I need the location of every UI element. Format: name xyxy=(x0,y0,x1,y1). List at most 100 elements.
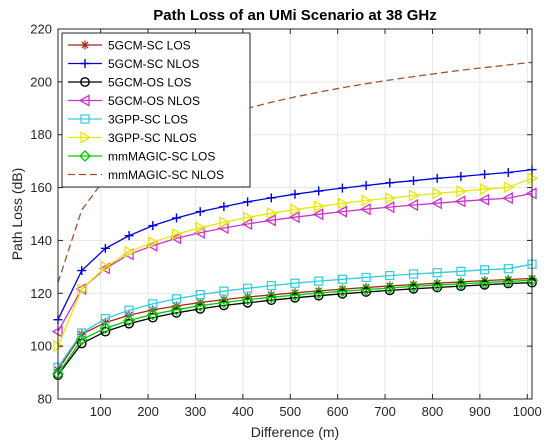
data-point xyxy=(80,131,92,144)
data-point xyxy=(124,318,135,329)
data-point xyxy=(337,288,348,299)
data-point xyxy=(80,114,90,124)
data-point xyxy=(361,287,371,297)
data-point xyxy=(195,221,207,234)
y-tick-label: 180 xyxy=(30,127,52,142)
y-axis-title: Path Loss (dB) xyxy=(9,168,25,261)
data-point xyxy=(312,208,324,221)
data-point xyxy=(146,239,158,252)
series-mmmagic-sc-los xyxy=(52,274,538,380)
data-point xyxy=(385,270,395,281)
data-point xyxy=(359,203,371,216)
y-tick-label: 160 xyxy=(30,180,52,195)
legend-label: 5GCM-SC NLOS xyxy=(108,57,199,71)
data-point xyxy=(80,77,90,87)
data-point xyxy=(361,272,371,283)
data-point xyxy=(314,276,324,286)
data-point xyxy=(264,214,276,227)
legend-label: 3GPP-SC NLOS xyxy=(108,131,197,145)
legend-entry: 5GCM-OS NLOS xyxy=(68,94,200,108)
x-tick-label: 900 xyxy=(469,404,491,419)
data-point xyxy=(124,245,136,258)
x-tick-label: 800 xyxy=(422,404,444,419)
data-point xyxy=(266,207,278,220)
plot-frame xyxy=(57,28,533,400)
data-point xyxy=(78,94,90,107)
data-point xyxy=(432,187,444,200)
legend-entry: mmMAGIC-SC NLOS xyxy=(68,168,224,182)
legend-entry: 5GCM-SC NLOS xyxy=(68,57,199,71)
data-point xyxy=(170,232,182,245)
data-point xyxy=(502,275,515,288)
series-line xyxy=(57,177,533,347)
legend: 5GCM-SC LOS 5GCM-SC NLOS 5GCM-OS LOS 5GCM-O… xyxy=(61,32,251,188)
data-point xyxy=(337,197,349,210)
data-point xyxy=(407,198,419,212)
data-point xyxy=(290,278,300,288)
data-point xyxy=(480,265,490,275)
x-tick-label: 600 xyxy=(327,404,349,419)
data-point xyxy=(265,291,278,304)
data-point xyxy=(148,299,158,309)
x-axis-title: Difference (m) xyxy=(251,424,339,440)
data-point xyxy=(148,236,160,249)
data-point xyxy=(77,328,87,338)
legend-entry: mmMAGIC-SC LOS xyxy=(68,150,215,164)
chart-title: Path Loss of an UMi Scenario at 38 GHz xyxy=(153,7,436,24)
data-point xyxy=(170,303,183,316)
data-point xyxy=(383,282,396,294)
legend-label: 5GCM-OS LOS xyxy=(108,76,191,90)
data-point xyxy=(147,312,158,323)
data-point xyxy=(99,322,112,335)
data-point xyxy=(146,308,159,321)
data-point xyxy=(456,185,468,198)
data-point xyxy=(171,227,183,241)
data-point xyxy=(100,326,111,337)
data-point xyxy=(336,285,349,298)
data-point xyxy=(242,297,253,308)
legend-entry: 5GCM-SC LOS xyxy=(68,39,191,53)
data-point xyxy=(407,280,420,293)
data-point xyxy=(361,194,373,207)
data-point xyxy=(360,283,373,296)
x-tick-label: 400 xyxy=(232,404,254,419)
data-point xyxy=(479,183,491,196)
x-tick-label: 200 xyxy=(137,404,159,419)
x-tick-label: 100 xyxy=(90,404,112,419)
data-point xyxy=(337,274,347,284)
data-point xyxy=(100,260,112,273)
data-point xyxy=(455,281,466,292)
data-point xyxy=(266,295,277,306)
data-point xyxy=(243,283,253,293)
data-point xyxy=(408,283,419,294)
series-line xyxy=(57,192,533,332)
data-point xyxy=(479,279,490,290)
y-tick-label: 220 xyxy=(30,22,52,37)
data-point xyxy=(454,195,466,208)
data-point xyxy=(242,211,254,224)
data-point xyxy=(336,205,348,218)
data-point xyxy=(79,150,91,162)
data-point xyxy=(314,200,326,213)
data-point xyxy=(432,282,443,293)
data-point xyxy=(241,217,253,231)
data-point xyxy=(123,314,136,327)
data-point xyxy=(431,279,444,292)
data-point xyxy=(195,290,205,300)
legend-label: 5GCM-OS NLOS xyxy=(108,94,200,108)
data-point xyxy=(219,286,229,296)
data-point xyxy=(503,181,515,194)
data-point xyxy=(99,262,111,275)
data-point xyxy=(478,276,491,289)
data-point xyxy=(218,300,229,311)
data-point xyxy=(503,264,513,274)
data-point xyxy=(408,189,420,202)
data-point xyxy=(217,296,230,309)
x-tick-label: 500 xyxy=(279,404,301,419)
data-point xyxy=(454,277,467,290)
data-point xyxy=(288,211,300,224)
legend-entry: 3GPP-SC LOS xyxy=(68,113,188,127)
series-line xyxy=(57,282,533,376)
data-point xyxy=(456,266,466,276)
data-point xyxy=(266,281,276,291)
